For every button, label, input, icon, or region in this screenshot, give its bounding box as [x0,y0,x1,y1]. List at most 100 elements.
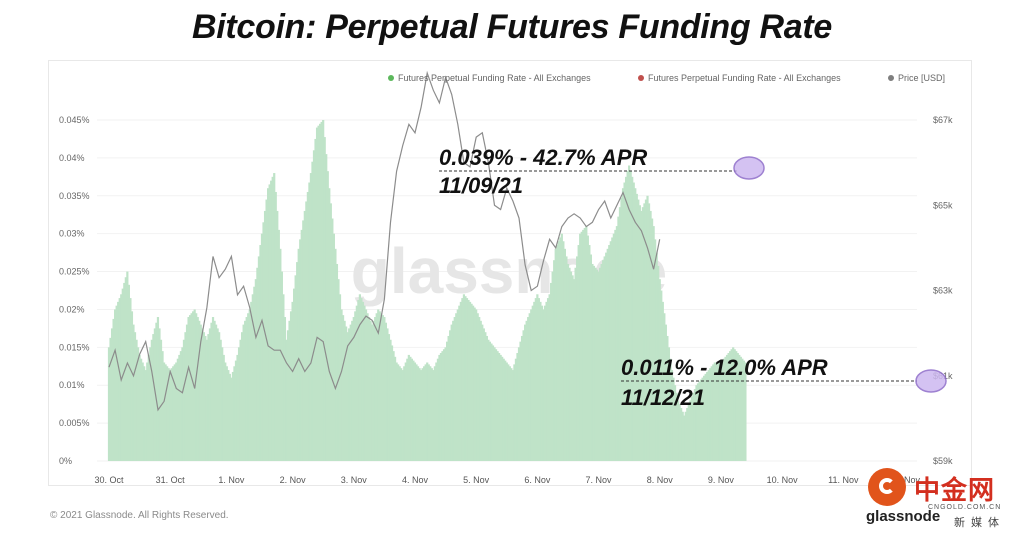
funding-rate-bar [545,301,548,461]
funding-rate-bar [716,362,719,461]
funding-rate-bar [415,364,418,461]
funding-rate-bar [583,227,586,461]
funding-rate-bar [149,347,152,461]
funding-rate-bar [358,294,361,461]
funding-rate-bar [605,252,608,461]
funding-rate-bar [559,237,562,461]
funding-rate-bar [615,226,619,461]
funding-rate-bar [383,317,386,461]
funding-rate-bar [299,239,302,461]
funding-rate-bar [689,400,692,461]
funding-rate-bar [236,354,239,461]
y-right-tick-label: $63k [933,286,953,296]
funding-rate-bar [244,320,247,461]
funding-rate-bar [274,191,277,461]
funding-rate-bar [667,347,671,461]
funding-rate-bar [640,210,643,461]
funding-rate-bar [214,324,218,461]
funding-rate-bar [687,404,690,461]
funding-rate-bar [400,368,403,461]
funding-rate-bar [458,305,461,461]
funding-rate-bar [221,347,224,461]
funding-rate-bar [334,248,337,461]
funding-rate-bar [655,252,658,461]
funding-rate-bar [286,330,290,461]
funding-rate-bar [744,362,747,461]
funding-rate-bar [366,313,369,461]
funding-rate-bar [612,233,615,461]
funding-rate-bar [326,171,329,461]
funding-rate-bar [435,362,438,461]
funding-rate-bar [107,347,111,461]
funding-rate-bar [568,267,571,461]
funding-rate-bar [378,311,381,461]
y-left-tick-label: 0.04% [59,153,85,163]
funding-rate-bar [375,313,378,461]
funding-rate-bar [438,354,441,461]
funding-rate-bar [351,320,354,461]
funding-rate-bar [239,339,242,461]
funding-rate-bar [649,210,652,461]
funding-rate-bar [504,360,507,461]
funding-rate-bar [178,354,181,461]
funding-rate-bar [432,370,435,461]
y-left-tick-label: 0.035% [59,191,90,201]
funding-rate-bar [490,343,493,461]
x-tick-label: 1. Nov [218,475,245,485]
funding-rate-bar [338,294,342,461]
funding-rate-bar [456,309,459,461]
funding-rate-bar [306,191,309,461]
funding-rate-bar [644,199,648,462]
funding-rate-bar [176,358,179,461]
funding-rate-bar [658,279,661,461]
funding-rate-bar [699,379,703,461]
funding-rate-bar [387,334,391,461]
funding-rate-bar [501,356,504,461]
funding-rate-bar [484,332,487,461]
funding-rate-bar [533,301,536,461]
y-left-tick-label: 0% [59,456,72,466]
funding-rate-bar [401,370,404,461]
funding-rate-bar [614,229,617,461]
funding-rate-bar [367,317,371,461]
funding-rate-bar [632,182,635,461]
funding-rate-bar [683,415,686,461]
funding-rate-bar [237,347,241,461]
funding-rate-bar [398,366,401,461]
funding-rate-bar [686,407,689,461]
funding-rate-bar [273,173,276,461]
funding-rate-bar [595,269,599,461]
funding-rate-bar [156,317,160,461]
funding-rate-bar [256,267,259,461]
funding-rate-bar [332,233,335,461]
funding-rate-bars [107,120,747,462]
funding-rate-bar [598,267,602,461]
funding-rate-bar [643,203,646,461]
funding-rate-bar [407,354,410,461]
funding-rate-bar [609,241,612,461]
funding-rate-bar [288,320,291,461]
x-tick-label: 2. Nov [280,475,307,485]
funding-rate-bar [597,271,600,461]
funding-rate-bar [216,328,219,461]
funding-rate-bar [112,318,115,461]
funding-rate-bar [319,123,322,462]
funding-rate-bar [374,317,377,461]
funding-rate-bar [430,368,433,461]
funding-rate-bar [234,360,238,461]
y-axis-left: 0% 0.005% 0.01% 0.015% 0.02% 0.025% 0.03% 0.035… [59,115,90,466]
funding-rate-bar [464,296,467,461]
funding-rate-bar [465,298,469,461]
funding-rate-bar [628,165,631,461]
funding-rate-bar [282,294,285,461]
funding-rate-bar [343,320,346,461]
funding-rate-bar [392,351,395,461]
y-left-tick-label: 0.015% [59,342,90,352]
x-axis: 30. Oct 31. Oct 1. Nov 2. Nov 3. Nov 4. Nov 5.… [94,475,920,485]
funding-rate-bar [132,324,135,461]
copyright-text: © 2021 Glassnode. All Rights Reserved. [50,510,229,521]
funding-rate-bar [736,353,739,461]
funding-rate-bar [409,356,412,461]
y-left-tick-label: 0.005% [59,418,90,428]
price-line [108,70,661,412]
